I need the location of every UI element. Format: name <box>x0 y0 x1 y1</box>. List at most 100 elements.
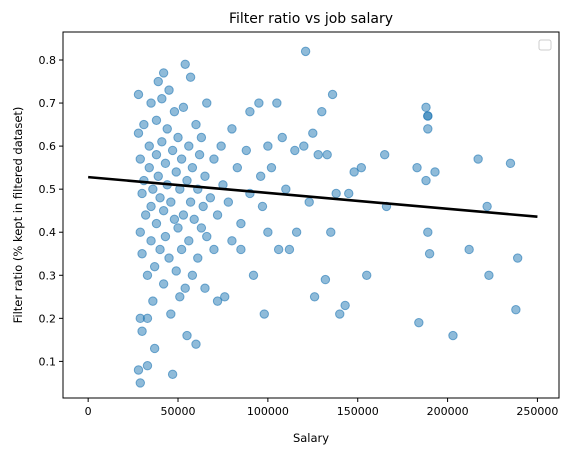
data-point <box>166 309 176 319</box>
data-point <box>146 201 156 212</box>
data-point <box>148 184 158 194</box>
data-point <box>423 111 433 121</box>
data-point <box>142 361 153 371</box>
data-point <box>164 253 174 263</box>
data-point <box>331 188 341 199</box>
data-point <box>259 309 269 319</box>
data-point <box>133 365 144 375</box>
data-point <box>414 317 424 328</box>
data-point <box>308 128 318 138</box>
data-point <box>254 98 264 108</box>
data-point <box>223 197 234 207</box>
data-point <box>137 326 147 336</box>
data-point <box>187 270 198 280</box>
data-point <box>464 244 474 255</box>
data-point <box>200 283 210 293</box>
data-point <box>277 132 287 143</box>
data-point <box>153 76 163 87</box>
data-point <box>185 197 196 207</box>
data-point <box>290 145 300 156</box>
data-point <box>142 270 153 280</box>
data-point <box>176 244 187 255</box>
y-tick-label: 0.3 <box>39 269 57 282</box>
data-point <box>505 158 516 169</box>
data-point <box>140 210 151 220</box>
data-point <box>309 292 320 302</box>
data-point <box>327 89 338 100</box>
data-point <box>482 201 492 212</box>
data-point <box>512 253 523 263</box>
data-point <box>263 141 273 151</box>
data-point <box>424 249 435 259</box>
data-point <box>194 150 205 160</box>
x-axis-label: Salary <box>293 431 329 445</box>
data-point <box>167 145 178 156</box>
data-point <box>205 193 216 203</box>
plot-area <box>62 31 560 399</box>
data-point <box>335 309 345 319</box>
data-point <box>284 244 295 255</box>
data-point <box>175 292 185 302</box>
data-point <box>166 197 176 207</box>
data-point <box>484 270 494 280</box>
data-point <box>202 98 212 108</box>
data-point <box>362 270 372 280</box>
data-point <box>158 68 169 78</box>
data-point <box>304 197 314 207</box>
data-point <box>245 106 255 117</box>
data-point <box>300 46 311 57</box>
data-point <box>216 141 226 151</box>
x-tick-label: 150000 <box>337 405 379 418</box>
data-point <box>146 236 156 246</box>
data-point <box>148 296 158 306</box>
data-point <box>158 279 169 289</box>
data-point <box>511 305 521 315</box>
data-point <box>135 378 145 388</box>
data-point <box>220 292 230 302</box>
data-point <box>169 106 180 117</box>
data-point <box>180 59 190 69</box>
data-point <box>169 214 180 225</box>
chart-title: Filter ratio vs job salary <box>229 11 393 27</box>
y-tick-label: 0.5 <box>39 183 57 196</box>
data-point <box>164 85 174 95</box>
data-point <box>255 171 266 181</box>
data-point <box>248 270 259 280</box>
data-point <box>187 162 198 173</box>
data-point <box>326 227 336 237</box>
data-point <box>184 141 194 151</box>
y-tick-label: 0.8 <box>39 54 57 67</box>
data-point <box>263 227 273 237</box>
data-point <box>291 227 302 237</box>
data-point <box>193 253 203 263</box>
data-point <box>349 167 359 177</box>
data-point <box>266 162 277 173</box>
data-point <box>272 98 282 108</box>
data-point <box>146 98 156 108</box>
data-point <box>209 154 219 164</box>
data-point <box>232 162 243 173</box>
data-point <box>317 106 327 117</box>
data-point <box>421 102 431 113</box>
data-point <box>212 296 223 306</box>
y-tick-label: 0.2 <box>39 312 57 325</box>
data-point <box>257 201 268 212</box>
y-tick-label: 0.7 <box>39 97 57 110</box>
data-point <box>162 124 172 134</box>
data-point <box>176 154 187 164</box>
data-point <box>157 137 167 147</box>
data-point <box>340 300 350 311</box>
data-point <box>137 188 147 199</box>
data-point <box>178 102 189 113</box>
data-point <box>167 369 178 380</box>
data-point <box>137 249 147 259</box>
data-point <box>178 210 189 220</box>
data-point <box>299 141 309 151</box>
x-tick-label: 0 <box>85 405 92 418</box>
data-point <box>344 188 354 199</box>
data-point <box>202 231 212 242</box>
x-tick-label: 50000 <box>161 405 196 418</box>
data-point <box>423 227 433 237</box>
data-point <box>135 227 145 237</box>
data-point <box>133 89 144 100</box>
